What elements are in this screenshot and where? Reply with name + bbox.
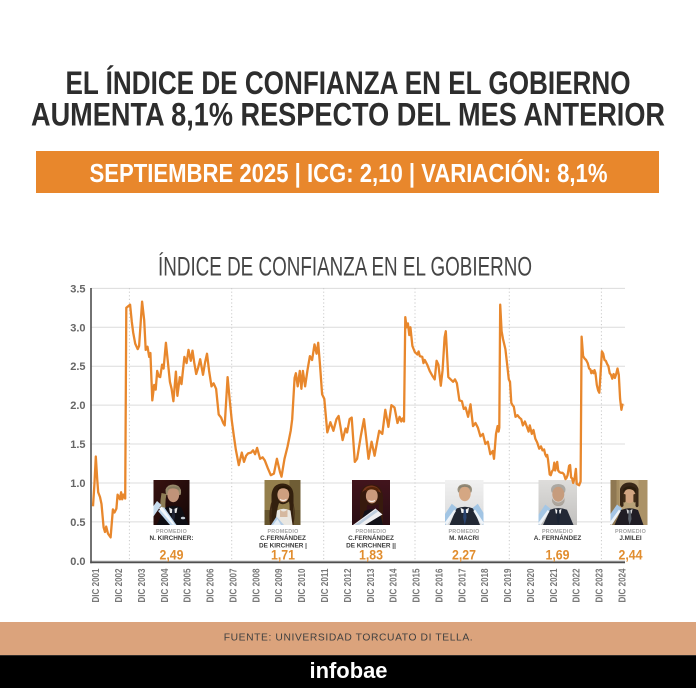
svg-text:DE KIRCHNER |: DE KIRCHNER |: [259, 543, 307, 550]
svg-text:2,49: 2,49: [160, 548, 184, 563]
svg-text:DIC 2017: DIC 2017: [457, 568, 468, 602]
svg-text:AUMENTA 8,1% RESPECTO DEL MES: AUMENTA 8,1% RESPECTO DEL MES ANTERIOR: [31, 96, 665, 132]
svg-text:DIC 2019: DIC 2019: [503, 568, 514, 602]
svg-text:2.5: 2.5: [70, 361, 85, 373]
svg-text:PROMEDIO: PROMEDIO: [615, 529, 646, 535]
svg-text:DIC 2004: DIC 2004: [160, 568, 171, 602]
svg-text:DIC 2006: DIC 2006: [206, 568, 217, 602]
svg-text:N. KIRCHNER:: N. KIRCHNER:: [149, 535, 193, 542]
svg-text:3.5: 3.5: [70, 283, 85, 295]
svg-text:DIC 2002: DIC 2002: [114, 568, 125, 602]
svg-text:DE KIRCHNER ||: DE KIRCHNER ||: [346, 543, 396, 550]
svg-text:DIC 2012: DIC 2012: [343, 568, 354, 602]
svg-text:3.0: 3.0: [70, 322, 85, 334]
svg-text:J.MILEI: J.MILEI: [619, 535, 642, 542]
svg-text:1,83: 1,83: [359, 548, 383, 563]
svg-text:ÍNDICE DE CONFIANZA EN EL GOBI: ÍNDICE DE CONFIANZA EN EL GOBIERNO: [158, 252, 532, 282]
svg-text:DIC 2013: DIC 2013: [366, 568, 377, 602]
svg-text:PROMEDIO: PROMEDIO: [449, 529, 480, 535]
svg-text:DIC 2016: DIC 2016: [434, 568, 445, 602]
svg-text:DIC 2021: DIC 2021: [549, 568, 560, 602]
svg-text:DIC 2011: DIC 2011: [320, 568, 331, 602]
svg-text:DIC 2003: DIC 2003: [137, 568, 148, 602]
svg-text:DIC 2001: DIC 2001: [91, 568, 102, 602]
svg-text:DIC 2009: DIC 2009: [274, 568, 285, 602]
svg-text:SEPTIEMBRE 2025 | ICG: 2,10 |: SEPTIEMBRE 2025 | ICG: 2,10 | VARIACIÓN:…: [90, 158, 608, 188]
svg-text:1,71: 1,71: [271, 548, 295, 563]
svg-text:DIC 2007: DIC 2007: [229, 568, 240, 602]
svg-text:EL ÍNDICE DE CONFIANZA EN EL G: EL ÍNDICE DE CONFIANZA EN EL GOBIERNO: [66, 65, 631, 101]
svg-text:PROMEDIO: PROMEDIO: [542, 529, 573, 535]
svg-text:DIC 2005: DIC 2005: [183, 568, 194, 602]
svg-text:M. MACRI: M. MACRI: [449, 535, 479, 542]
svg-text:PROMEDIO: PROMEDIO: [356, 529, 387, 535]
svg-text:1.0: 1.0: [70, 478, 85, 490]
svg-text:1.5: 1.5: [70, 439, 85, 451]
svg-text:A. FERNÁNDEZ: A. FERNÁNDEZ: [534, 533, 582, 542]
svg-text:PROMEDIO: PROMEDIO: [268, 529, 299, 535]
svg-text:PROMEDIO: PROMEDIO: [156, 529, 187, 535]
svg-text:DIC 2008: DIC 2008: [251, 568, 262, 602]
svg-text:DIC 2014: DIC 2014: [389, 568, 400, 602]
svg-text:0.5: 0.5: [70, 517, 85, 529]
svg-text:C.FERNÁNDEZ: C.FERNÁNDEZ: [348, 533, 394, 542]
svg-text:2.0: 2.0: [70, 400, 85, 412]
svg-text:0.0: 0.0: [70, 556, 85, 568]
svg-text:1,69: 1,69: [546, 548, 570, 563]
svg-text:2,44: 2,44: [619, 548, 643, 563]
svg-text:infobae: infobae: [310, 658, 388, 683]
svg-text:C.FERNÁNDEZ: C.FERNÁNDEZ: [260, 533, 306, 542]
svg-text:FUENTE: UNIVERSIDAD TORCUATO D: FUENTE: UNIVERSIDAD TORCUATO DI TELLA.: [224, 632, 474, 643]
svg-text:DIC 2022: DIC 2022: [572, 568, 583, 602]
svg-text:DIC 2023: DIC 2023: [595, 568, 606, 602]
svg-text:DIC 2015: DIC 2015: [412, 568, 423, 602]
svg-text:DIC 2010: DIC 2010: [297, 568, 308, 602]
svg-text:2,27: 2,27: [452, 548, 476, 563]
svg-text:DIC 2024: DIC 2024: [617, 568, 628, 602]
svg-text:DIC 2018: DIC 2018: [480, 568, 491, 602]
svg-text:DIC 2020: DIC 2020: [526, 568, 537, 602]
